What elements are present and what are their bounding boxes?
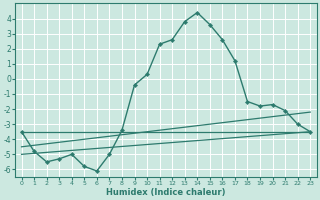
X-axis label: Humidex (Indice chaleur): Humidex (Indice chaleur): [106, 188, 226, 197]
